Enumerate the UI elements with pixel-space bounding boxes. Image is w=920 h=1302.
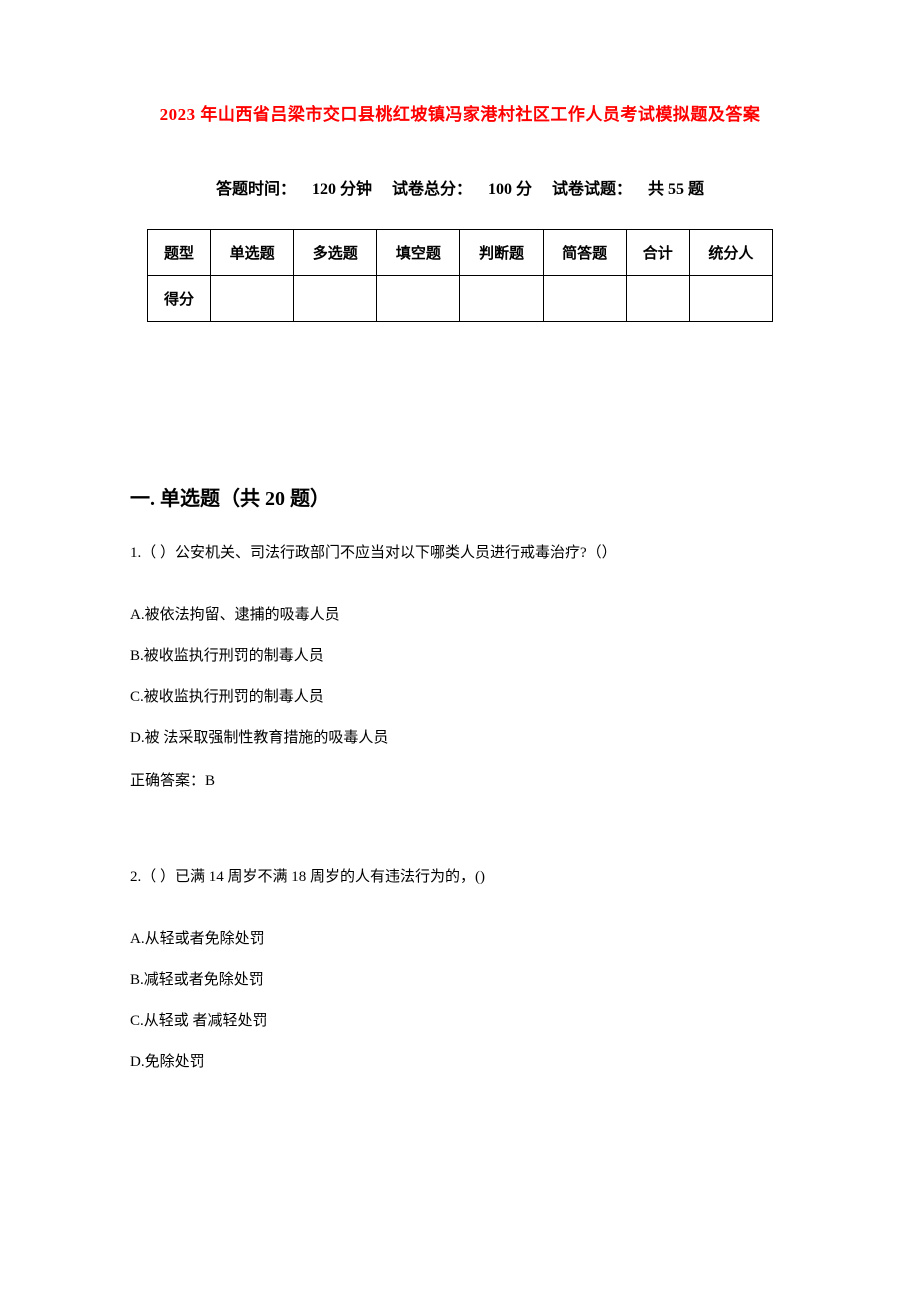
answer-value: B: [205, 773, 215, 789]
score-cell: [211, 276, 294, 322]
answer-label: 正确答案：: [130, 773, 205, 789]
score-label: 得分: [148, 276, 211, 322]
question-2-text: 2.（ ）已满 14 周岁不满 18 周岁的人有违法行为的，(): [130, 865, 790, 889]
total-label: 试卷总分：: [392, 181, 472, 198]
question-1-option-d: D.被 法采取强制性教育措施的吸毒人员: [130, 728, 790, 749]
score-cell: [689, 276, 772, 322]
exam-info-row: 答题时间： 120 分钟 试卷总分： 100 分 试卷试题： 共 55 题: [130, 175, 790, 199]
score-cell: [460, 276, 543, 322]
question-2-option-b: B.减轻或者免除处罚: [130, 970, 790, 991]
score-table: 题型 单选题 多选题 填空题 判断题 简答题 合计 统分人 得分: [147, 229, 773, 322]
question-1-option-a: A.被依法拘留、逮捕的吸毒人员: [130, 605, 790, 626]
count-label: 试卷试题：: [552, 181, 632, 198]
question-1-answer: 正确答案：B: [130, 769, 790, 790]
document-title: 2023 年山西省吕梁市交口县桃红坡镇冯家港村社区工作人员考试模拟题及答案: [130, 100, 790, 125]
header-fill: 填空题: [377, 230, 460, 276]
table-score-row: 得分: [148, 276, 773, 322]
section-heading: 一. 单选题（共 20 题）: [130, 482, 790, 511]
header-type: 题型: [148, 230, 211, 276]
header-total: 合计: [626, 230, 689, 276]
question-1-option-b: B.被收监执行刑罚的制毒人员: [130, 646, 790, 667]
question-1-text: 1.（ ）公安机关、司法行政部门不应当对以下哪类人员进行戒毒治疗?（）: [130, 541, 790, 565]
score-cell: [294, 276, 377, 322]
header-multi: 多选题: [294, 230, 377, 276]
score-cell: [377, 276, 460, 322]
time-value: 120 分钟: [312, 181, 372, 198]
count-value: 共 55 题: [648, 181, 704, 198]
score-cell: [543, 276, 626, 322]
time-label: 答题时间：: [216, 181, 296, 198]
header-single: 单选题: [211, 230, 294, 276]
question-1-option-c: C.被收监执行刑罚的制毒人员: [130, 687, 790, 708]
table-header-row: 题型 单选题 多选题 填空题 判断题 简答题 合计 统分人: [148, 230, 773, 276]
question-2-option-c: C.从轻或 者减轻处罚: [130, 1011, 790, 1032]
question-2-option-d: D.免除处罚: [130, 1052, 790, 1073]
header-scorer: 统分人: [689, 230, 772, 276]
title-text: 2023 年山西省吕梁市交口县桃红坡镇冯家港村社区工作人员考试模拟题及答案: [160, 105, 761, 124]
header-short: 简答题: [543, 230, 626, 276]
header-judge: 判断题: [460, 230, 543, 276]
score-cell: [626, 276, 689, 322]
question-2-option-a: A.从轻或者免除处罚: [130, 929, 790, 950]
total-value: 100 分: [488, 181, 532, 198]
